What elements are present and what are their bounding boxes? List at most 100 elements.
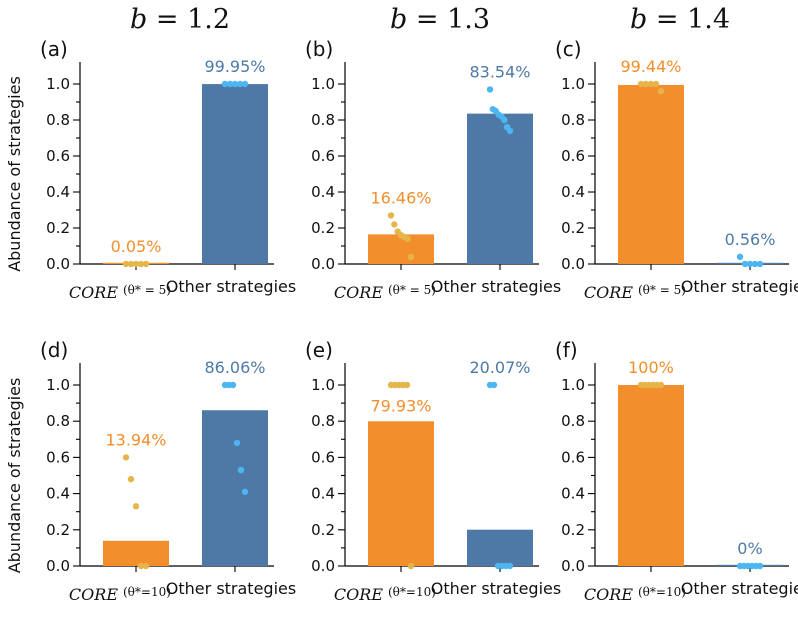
- y-tick-label: 0.6: [311, 448, 335, 466]
- data-point: [226, 80, 234, 88]
- panel-a: (a) 0.0 0.2 0.4 0.6 0.8 1.0 0.05% 99.95% CORE (θ* …: [40, 37, 296, 302]
- y-tick-label: 1.0: [311, 75, 335, 93]
- category-label-other: Other strategies: [681, 277, 798, 296]
- panel-label: (e): [305, 338, 333, 362]
- data-point: [637, 80, 645, 88]
- data-point: [506, 562, 514, 570]
- category-label-core: CORE: [69, 283, 118, 302]
- bar-core: [368, 234, 434, 264]
- bar-other: [467, 113, 533, 265]
- category-label-core-sub: (θ*=10): [388, 585, 436, 599]
- data-point: [387, 212, 395, 219]
- value-label: 0.56%: [725, 230, 776, 249]
- y-tick-label: 0.2: [561, 219, 585, 237]
- data-point: [142, 562, 150, 570]
- category-label-other: Other strategies: [166, 579, 296, 598]
- y-tick-label: 0.0: [561, 255, 585, 273]
- panel-label: (d): [40, 338, 68, 362]
- data-point: [127, 260, 135, 268]
- bar-other: [467, 529, 533, 566]
- data-point: [404, 235, 411, 242]
- data-point: [647, 80, 655, 88]
- data-point: [221, 80, 229, 88]
- bar-core: [103, 540, 169, 566]
- y-tick-label: 0.2: [311, 219, 335, 237]
- panel-c: (c) 0.0 0.2 0.4 0.6 0.8 1.0 99.44% 0.56% CORE (θ* …: [555, 37, 798, 302]
- bar-core: [618, 85, 684, 265]
- data-point: [132, 260, 140, 268]
- data-point: [403, 381, 411, 389]
- panel-label: (b): [305, 37, 333, 61]
- y-tick-label: 1.0: [311, 376, 335, 394]
- data-point: [137, 260, 145, 268]
- y-tick-label: 0.4: [46, 183, 70, 201]
- value-label: 16.46%: [370, 188, 431, 207]
- value-label: 13.94%: [105, 430, 166, 449]
- category-label-core-sub: (θ* = 5): [638, 283, 686, 297]
- panel-e: (e) 0.0 0.2 0.4 0.6 0.8 1.0 79.93% 20.07% CORE (θ*…: [305, 338, 561, 604]
- data-point: [407, 562, 415, 570]
- data-point: [237, 466, 245, 474]
- data-point: [486, 86, 494, 93]
- data-point: [501, 116, 508, 124]
- data-point: [642, 80, 650, 88]
- data-point: [407, 253, 415, 260]
- y-tick-label: 1.0: [561, 376, 585, 394]
- data-point: [506, 127, 514, 134]
- y-tick-label: 0.4: [311, 183, 335, 201]
- y-tick-label: 0.8: [46, 111, 70, 129]
- value-label: 79.93%: [370, 396, 431, 415]
- column-title: b = 1.4: [630, 4, 730, 35]
- category-label-other: Other strategies: [431, 277, 561, 296]
- category-label-other: Other strategies: [431, 579, 561, 598]
- category-label-other: Other strategies: [681, 579, 798, 598]
- category-label-core: CORE: [584, 283, 633, 302]
- y-axis-label: Abundance of strategies: [5, 378, 24, 574]
- y-tick-label: 0.0: [561, 557, 585, 575]
- y-tick-label: 0.0: [46, 255, 70, 273]
- data-point: [657, 381, 665, 389]
- panel-label: (f): [555, 338, 578, 362]
- y-tick-label: 0.2: [311, 521, 335, 539]
- y-tick-label: 1.0: [561, 75, 585, 93]
- data-point: [751, 260, 759, 268]
- category-label-core-sub: (θ* = 5): [388, 283, 436, 297]
- y-tick-label: 1.0: [46, 75, 70, 93]
- y-tick-label: 0.6: [561, 147, 585, 165]
- category-label-core: CORE: [334, 283, 383, 302]
- category-label-core: CORE: [334, 585, 383, 604]
- y-tick-label: 0.8: [311, 111, 335, 129]
- y-tick-label: 0.8: [561, 111, 585, 129]
- data-point: [241, 80, 249, 88]
- data-point: [236, 80, 244, 88]
- category-label-core: CORE: [69, 585, 118, 604]
- data-point: [756, 562, 764, 570]
- data-point: [652, 80, 660, 88]
- value-label: 0.05%: [111, 237, 162, 256]
- category-label-core-sub: (θ*=10): [638, 585, 686, 599]
- value-label: 0%: [737, 539, 762, 558]
- category-label-core-sub: (θ* = 5): [123, 283, 171, 297]
- value-label: 99.95%: [204, 57, 265, 76]
- y-tick-label: 0.6: [311, 147, 335, 165]
- data-point: [127, 475, 135, 483]
- y-tick-label: 0.4: [561, 183, 585, 201]
- y-tick-label: 0.8: [46, 412, 70, 430]
- y-tick-label: 0.6: [46, 147, 70, 165]
- y-tick-label: 0.0: [311, 557, 335, 575]
- y-tick-label: 0.4: [561, 485, 585, 503]
- data-point: [137, 562, 145, 570]
- y-tick-label: 0.0: [311, 255, 335, 273]
- data-point: [736, 253, 744, 260]
- bar-other: [202, 410, 268, 566]
- data-point: [391, 221, 398, 228]
- bar-core: [618, 385, 684, 566]
- panel-b: (b) 0.0 0.2 0.4 0.6 0.8 1.0 16.46% 83.54% CORE (θ*…: [305, 37, 561, 302]
- bar-core: [368, 421, 434, 566]
- panel-label: (c): [555, 37, 582, 61]
- panel-f: (f) 0.0 0.2 0.4 0.6 0.8 1.0 100% 0% CORE (θ*=10)Ot…: [555, 338, 798, 604]
- bar-other: [202, 84, 268, 264]
- y-tick-label: 0.8: [561, 412, 585, 430]
